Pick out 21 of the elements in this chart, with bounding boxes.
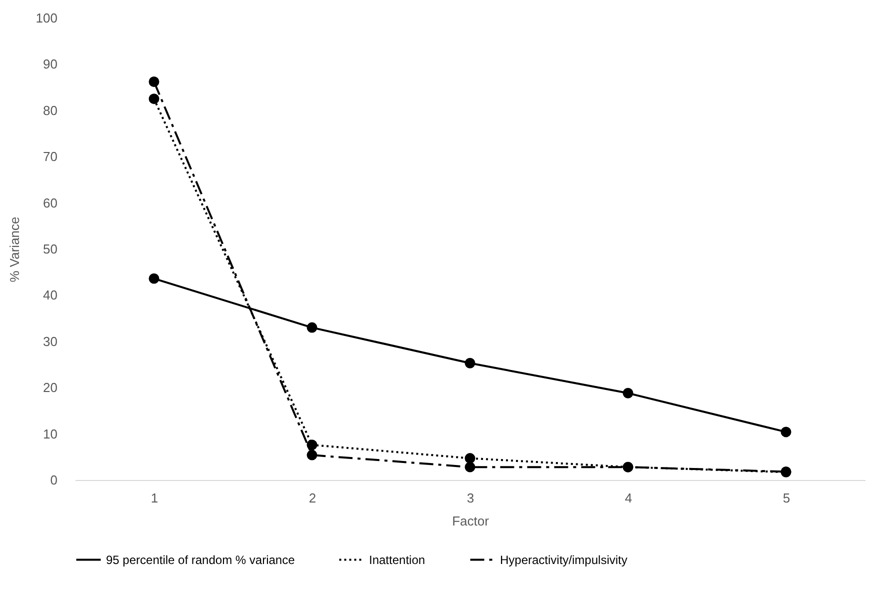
- x-tick-label: 5: [782, 490, 790, 506]
- legend-label: Hyperactivity/impulsivity: [500, 552, 628, 567]
- x-axis-title: Factor: [452, 514, 490, 528]
- y-tick-label: 30: [43, 334, 58, 349]
- y-tick-label: 70: [43, 149, 58, 164]
- y-tick-label: 80: [43, 102, 58, 118]
- x-tick-label: 4: [624, 490, 632, 506]
- x-tick-label: 3: [466, 490, 474, 506]
- legend-label: Inattention: [369, 552, 426, 567]
- x-tick-label: 1: [150, 490, 158, 506]
- y-axis-title: % Variance: [6, 216, 22, 282]
- x-tick-label: 2: [308, 490, 316, 506]
- y-tick-label: 10: [43, 426, 58, 442]
- y-tick-label: 40: [43, 288, 58, 303]
- y-tick-label: 20: [43, 380, 58, 396]
- y-tick-label: 50: [43, 242, 58, 256]
- y-tick-label: 100: [36, 10, 58, 26]
- y-tick-label: 90: [43, 56, 58, 72]
- y-tick-label: 60: [43, 195, 58, 210]
- legend-label: 95 percentile of random % variance: [106, 552, 296, 567]
- y-tick-label: 0: [50, 472, 58, 488]
